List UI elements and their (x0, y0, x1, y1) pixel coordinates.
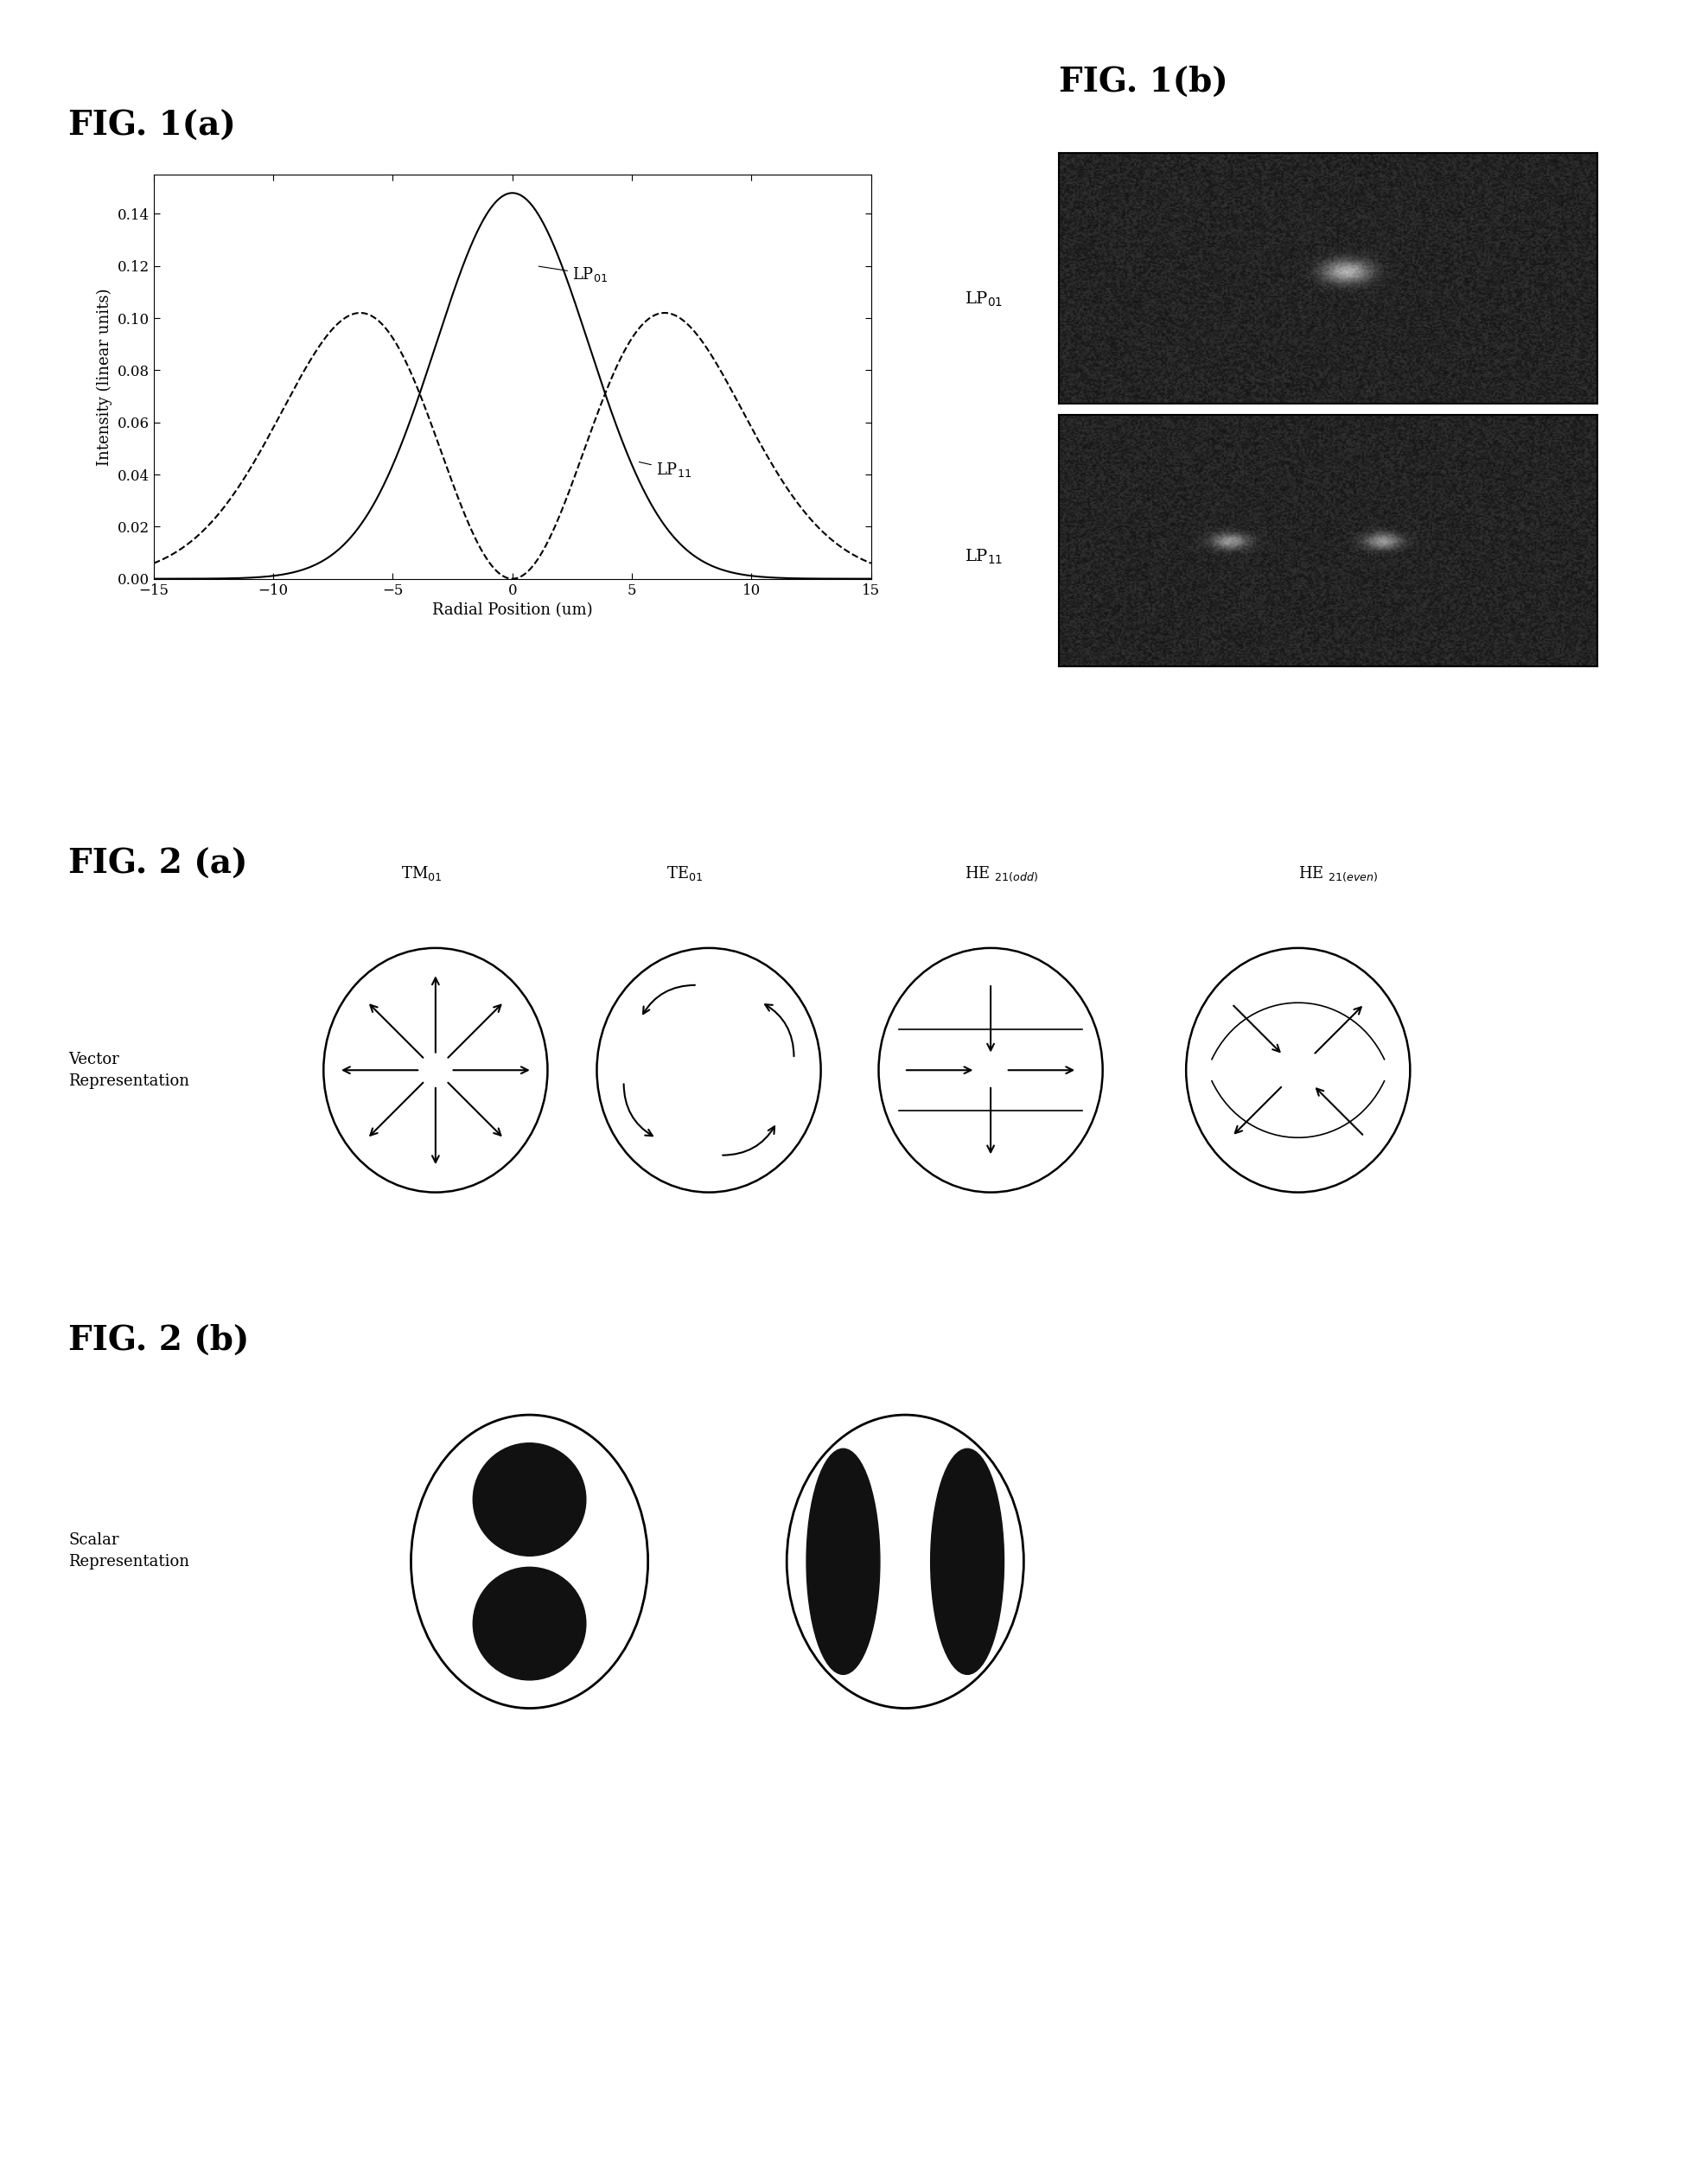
Ellipse shape (931, 1448, 1004, 1675)
Ellipse shape (806, 1448, 880, 1675)
Ellipse shape (473, 1444, 586, 1555)
Text: TE$_{01}$: TE$_{01}$ (666, 865, 702, 882)
Text: LP$_{01}$: LP$_{01}$ (965, 290, 1003, 308)
Text: FIG. 1(b): FIG. 1(b) (1059, 66, 1228, 98)
Text: HE $_{21(even)}$: HE $_{21(even)}$ (1298, 865, 1378, 882)
Text: Scalar
Representation: Scalar Representation (68, 1531, 190, 1570)
Text: LP$_{11}$: LP$_{11}$ (639, 461, 692, 478)
Y-axis label: Intensity (linear units): Intensity (linear units) (97, 288, 113, 465)
Text: FIG. 2 (a): FIG. 2 (a) (68, 847, 248, 880)
Text: FIG. 2 (b): FIG. 2 (b) (68, 1324, 249, 1356)
Text: LP$_{11}$: LP$_{11}$ (965, 548, 1003, 566)
Text: LP$_{01}$: LP$_{01}$ (538, 264, 608, 284)
Ellipse shape (473, 1568, 586, 1679)
Text: Vector
Representation: Vector Representation (68, 1051, 190, 1090)
X-axis label: Radial Position (um): Radial Position (um) (432, 603, 593, 618)
Text: HE $_{21 (odd)}$: HE $_{21 (odd)}$ (965, 865, 1038, 882)
Text: FIG. 1(a): FIG. 1(a) (68, 109, 236, 142)
Text: TM$_{01}$: TM$_{01}$ (401, 865, 442, 882)
